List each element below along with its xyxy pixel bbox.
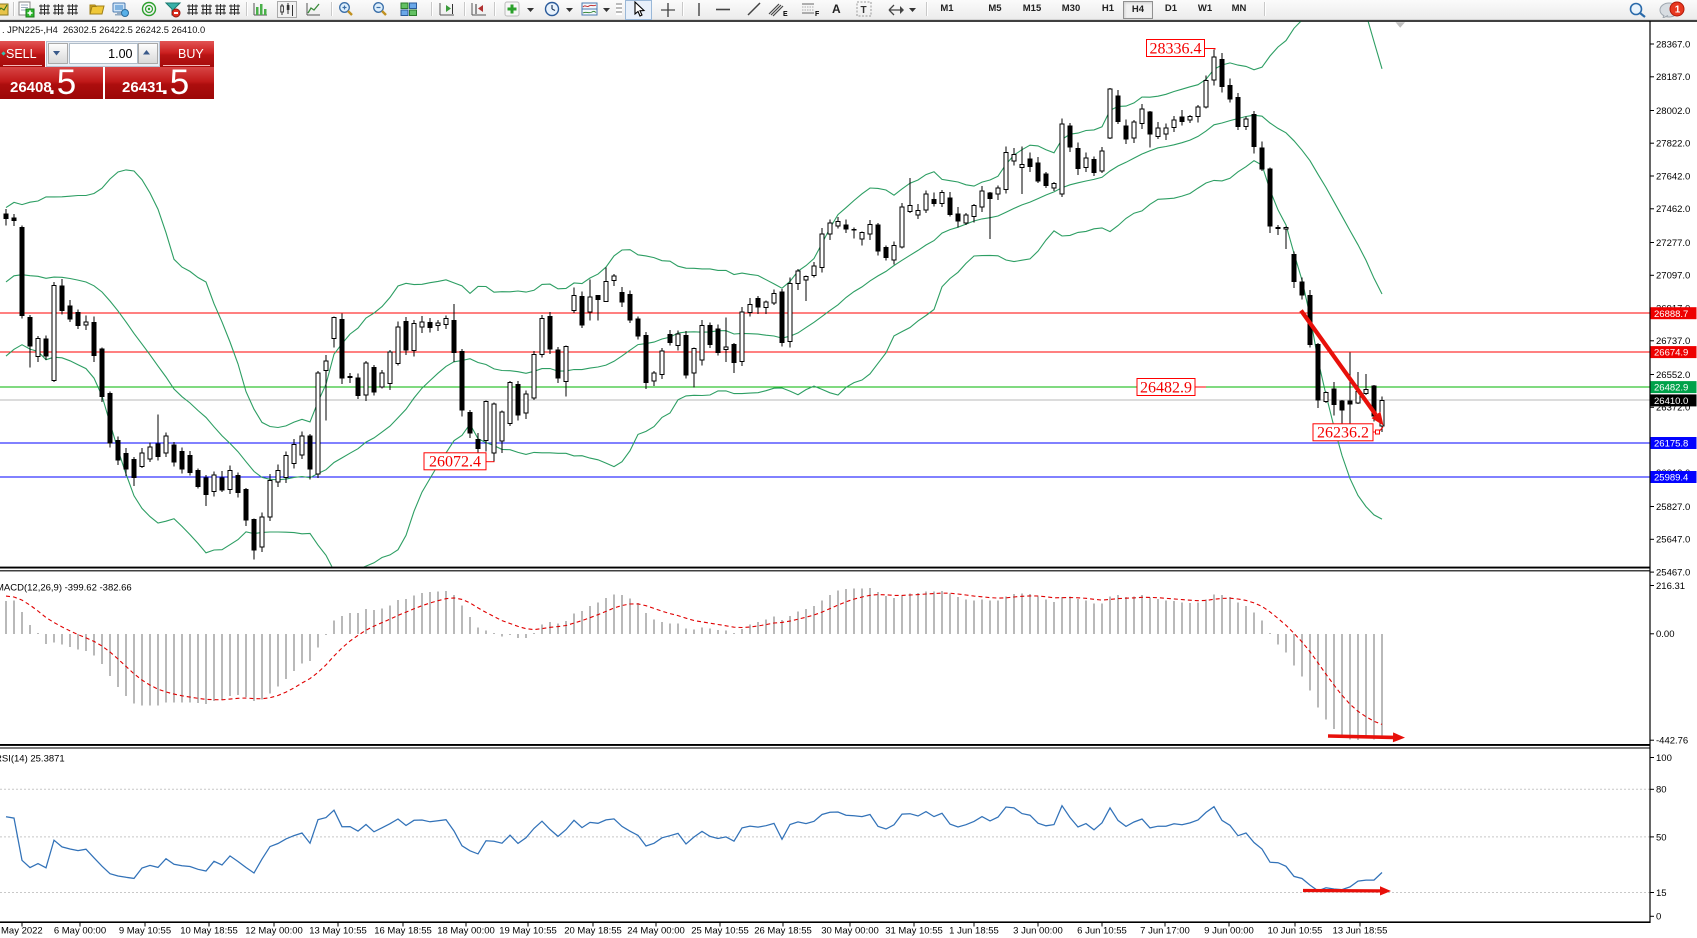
- svg-text:0: 0: [1656, 912, 1661, 923]
- svg-text:50: 50: [1656, 832, 1667, 843]
- svg-text:25467.0: 25467.0: [1656, 568, 1690, 579]
- svg-text:18 May 00:00: 18 May 00:00: [437, 926, 495, 937]
- svg-text:27277.0: 27277.0: [1656, 238, 1690, 249]
- svg-text:9 May 10:55: 9 May 10:55: [119, 926, 171, 937]
- svg-text:6 May 00:00: 6 May 00:00: [54, 926, 106, 937]
- svg-text:27822.0: 27822.0: [1656, 139, 1690, 150]
- svg-text:RSI(14) 25.3871: RSI(14) 25.3871: [0, 754, 65, 765]
- svg-text:26482.9: 26482.9: [1654, 383, 1688, 394]
- svg-text:13 Jun 18:55: 13 Jun 18:55: [1333, 926, 1388, 937]
- svg-text:13 May 10:55: 13 May 10:55: [309, 926, 367, 937]
- svg-text:216.31: 216.31: [1656, 581, 1685, 592]
- svg-text:3 Jun 00:00: 3 Jun 00:00: [1013, 926, 1063, 937]
- svg-text:7 Jun 17:00: 7 Jun 17:00: [1140, 926, 1190, 937]
- svg-text:1: 1: [1675, 5, 1681, 16]
- svg-text:25827.0: 25827.0: [1656, 502, 1690, 513]
- svg-text:31 May 10:55: 31 May 10:55: [885, 926, 943, 937]
- svg-text:28187.0: 28187.0: [1656, 72, 1690, 83]
- svg-text:27462.0: 27462.0: [1656, 204, 1690, 215]
- svg-text:28336.4: 28336.4: [1150, 40, 1202, 57]
- svg-text:25647.0: 25647.0: [1656, 535, 1690, 546]
- svg-text:16 May 18:55: 16 May 18:55: [374, 926, 432, 937]
- svg-text:26674.9: 26674.9: [1654, 348, 1688, 359]
- svg-text:F: F: [815, 11, 820, 18]
- svg-text:26 May 18:55: 26 May 18:55: [754, 926, 812, 937]
- svg-text:100: 100: [1656, 753, 1672, 764]
- svg-text:26175.8: 26175.8: [1654, 439, 1688, 450]
- svg-text:25989.4: 25989.4: [1654, 473, 1688, 484]
- svg-text:26236.2: 26236.2: [1317, 425, 1369, 442]
- svg-text:10 Jun 10:55: 10 Jun 10:55: [1268, 926, 1323, 937]
- svg-text:9 Jun 00:00: 9 Jun 00:00: [1204, 926, 1254, 937]
- svg-text:30 May 00:00: 30 May 00:00: [821, 926, 879, 937]
- svg-text:28367.0: 28367.0: [1656, 39, 1690, 50]
- svg-text:E: E: [783, 11, 788, 18]
- svg-text:0.00: 0.00: [1656, 629, 1675, 640]
- svg-text:6 Jun 10:55: 6 Jun 10:55: [1077, 926, 1127, 937]
- svg-text:26737.0: 26737.0: [1656, 336, 1690, 347]
- svg-text:12 May 00:00: 12 May 00:00: [245, 926, 303, 937]
- svg-text:25 May 10:55: 25 May 10:55: [691, 926, 749, 937]
- svg-text:26482.9: 26482.9: [1140, 379, 1192, 396]
- svg-text:26410.0: 26410.0: [1654, 396, 1688, 407]
- svg-text:24 May 00:00: 24 May 00:00: [627, 926, 685, 937]
- svg-text:27642.0: 27642.0: [1656, 171, 1690, 182]
- svg-text:-442.76: -442.76: [1656, 736, 1688, 747]
- svg-text:27097.0: 27097.0: [1656, 271, 1690, 282]
- svg-text:1 Jun 18:55: 1 Jun 18:55: [949, 926, 999, 937]
- svg-text:26888.7: 26888.7: [1654, 309, 1688, 320]
- svg-text:28002.0: 28002.0: [1656, 106, 1690, 117]
- svg-text:10 May 18:55: 10 May 18:55: [180, 926, 238, 937]
- svg-text:26072.4: 26072.4: [429, 454, 481, 471]
- svg-text:May 2022: May 2022: [1, 926, 43, 937]
- svg-text:T: T: [861, 5, 867, 16]
- svg-text:26372.0: 26372.0: [1656, 403, 1690, 414]
- svg-text:MACD(12,26,9) -399.62 -382.66: MACD(12,26,9) -399.62 -382.66: [0, 583, 132, 594]
- svg-text:20 May 18:55: 20 May 18:55: [564, 926, 622, 937]
- svg-text:15: 15: [1656, 888, 1667, 899]
- svg-text:19 May 10:55: 19 May 10:55: [499, 926, 557, 937]
- svg-text:26552.0: 26552.0: [1656, 370, 1690, 381]
- svg-text:80: 80: [1656, 785, 1667, 796]
